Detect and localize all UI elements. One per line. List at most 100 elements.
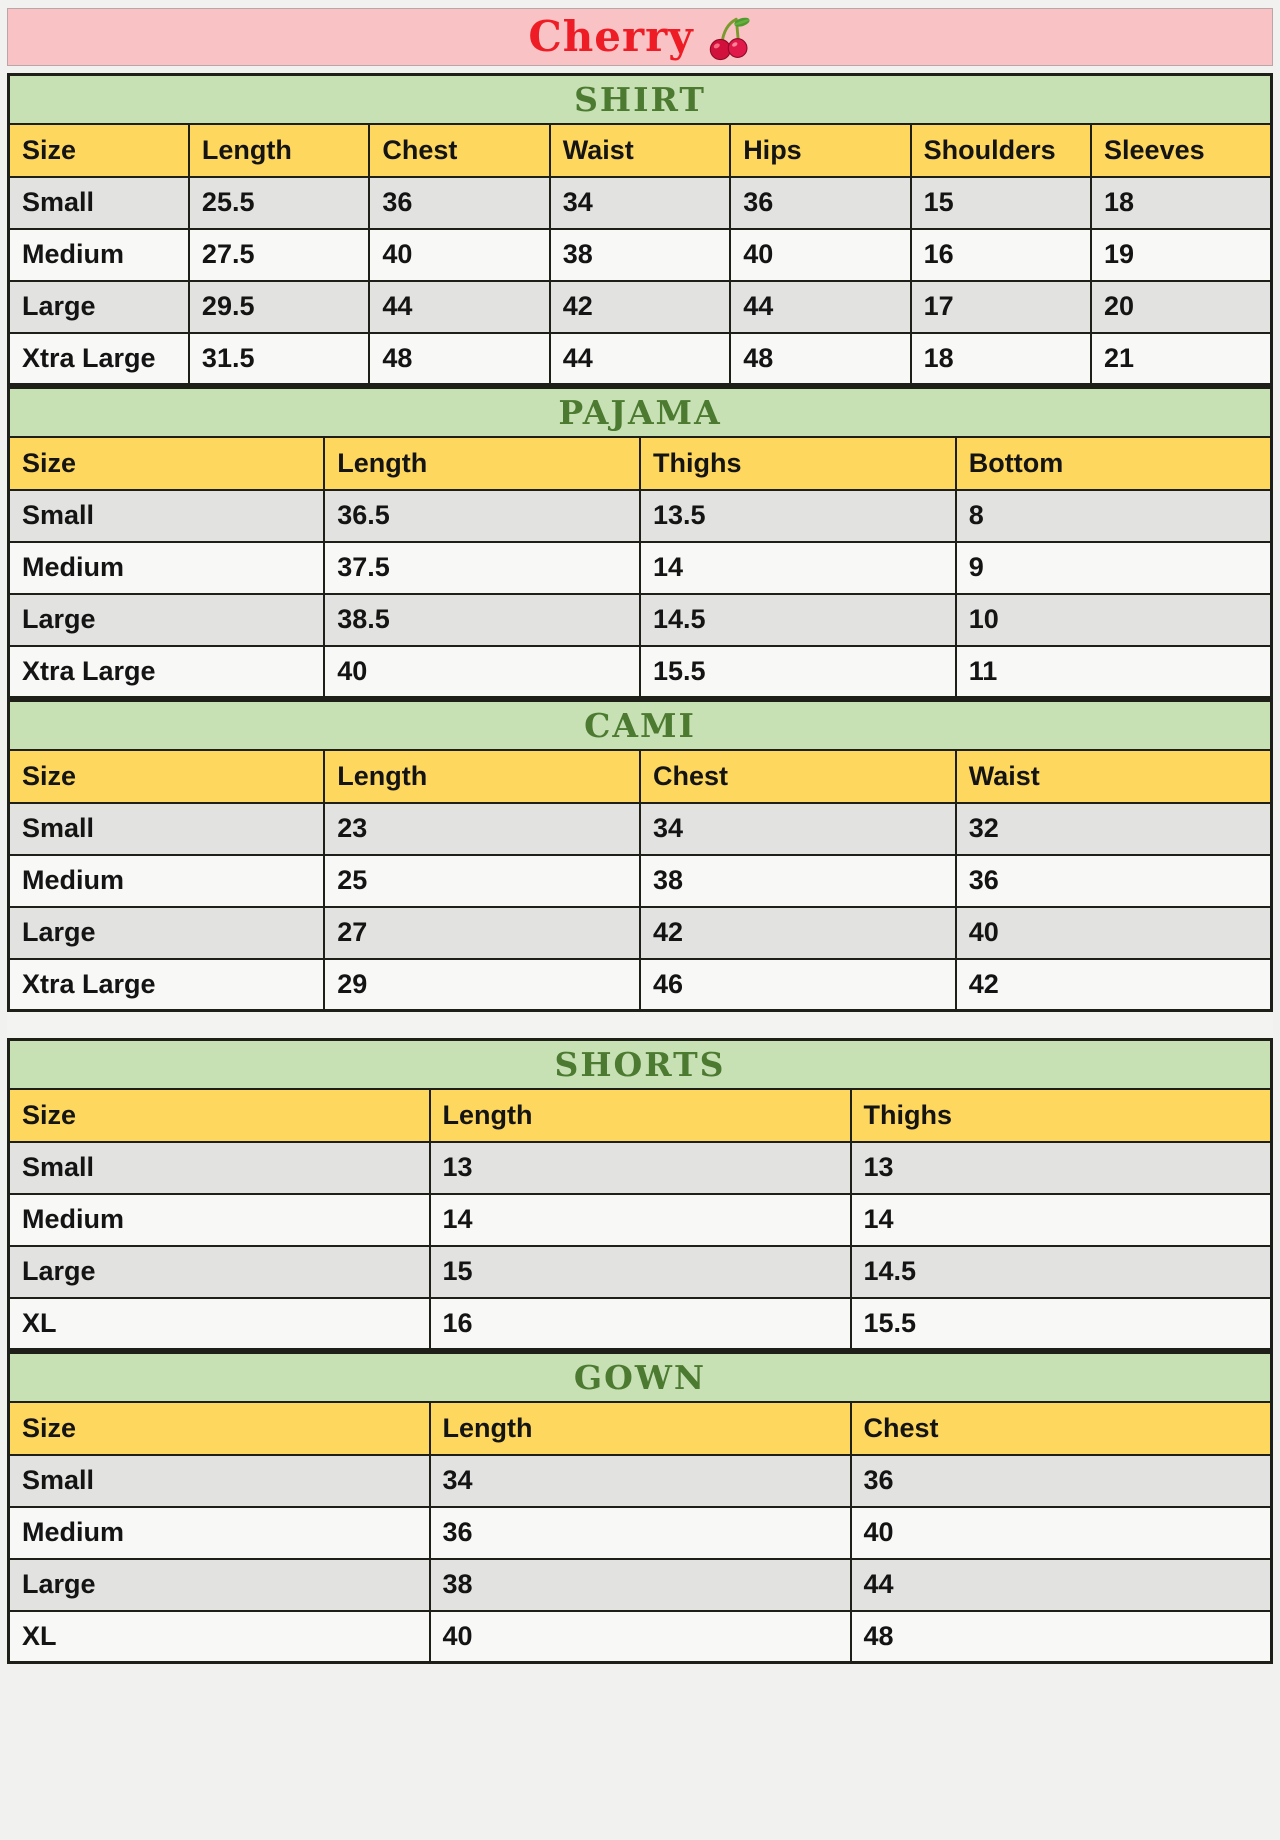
row-size-label: Large: [7, 1557, 431, 1612]
measurement-cell: 48: [368, 331, 551, 386]
table-row: XL 16 15.5: [7, 1296, 1273, 1351]
measurement-cell: 17: [909, 279, 1093, 334]
measurement-cell: 36: [849, 1453, 1273, 1508]
column-header: Length: [323, 748, 641, 804]
column-header: Thighs: [639, 435, 957, 491]
section-title: GOWN: [7, 1351, 1273, 1403]
measurement-cell: 20: [1090, 279, 1273, 334]
column-header: Chest: [849, 1400, 1273, 1456]
table-row: Medium 27.5 40 38 40 16 19: [7, 227, 1273, 282]
measurement-cell: 18: [909, 331, 1093, 386]
measurement-cell: 40: [428, 1609, 852, 1664]
row-size-label: Small: [7, 1140, 431, 1195]
table-row: Small 25.5 36 34 36 15 18: [7, 175, 1273, 230]
table-row: Small 23 34 32: [7, 801, 1273, 856]
measurement-cell: 25: [323, 853, 641, 908]
measurement-cell: 15.5: [849, 1296, 1273, 1351]
column-header: Thighs: [849, 1087, 1273, 1143]
page-title: Cherry: [528, 12, 694, 61]
column-header: Hips: [729, 122, 912, 178]
column-header: Length: [428, 1400, 852, 1456]
measurement-cell: 38: [428, 1557, 852, 1612]
table-row: Xtra Large 40 15.5 11: [7, 644, 1273, 699]
table-row: Large 29.5 44 42 44 17 20: [7, 279, 1273, 334]
measurement-cell: 48: [729, 331, 912, 386]
table-row: Large 27 42 40: [7, 905, 1273, 960]
measurement-cell: 36: [428, 1505, 852, 1560]
row-size-label: Small: [7, 1453, 431, 1508]
size-table-shirt: SHIRT Size Length Chest Waist Hips Shoulders Sl…: [7, 73, 1273, 386]
row-size-label: Large: [7, 905, 326, 960]
table-row: Large 38.5 14.5 10: [7, 592, 1273, 647]
measurement-cell: 48: [849, 1609, 1273, 1664]
table-row: Large 38 44: [7, 1557, 1273, 1612]
measurement-cell: 31.5: [187, 331, 371, 386]
measurement-cell: 46: [639, 957, 957, 1012]
measurement-cell: 34: [548, 175, 732, 230]
table-row: Xtra Large 29 46 42: [7, 957, 1273, 1012]
measurement-cell: 38: [548, 227, 732, 282]
measurement-cell: 40: [323, 644, 641, 699]
table-row: Medium 25 38 36: [7, 853, 1273, 908]
column-header: Size: [7, 122, 190, 178]
row-size-label: Xtra Large: [7, 331, 190, 386]
table-row: Medium 36 40: [7, 1505, 1273, 1560]
table-row: Small 36.5 13.5 8: [7, 488, 1273, 543]
measurement-cell: 36: [729, 175, 912, 230]
table-row: Xtra Large 31.5 48 44 48 18 21: [7, 331, 1273, 386]
column-header: Length: [323, 435, 641, 491]
section-title: CAMI: [7, 699, 1273, 751]
row-size-label: Small: [7, 488, 326, 543]
measurement-cell: 40: [954, 905, 1273, 960]
row-size-label: Small: [7, 175, 190, 230]
table-row: Small 13 13: [7, 1140, 1273, 1195]
row-size-label: Medium: [7, 540, 326, 595]
measurement-cell: 40: [849, 1505, 1273, 1560]
measurement-cell: 9: [954, 540, 1273, 595]
measurement-cell: 13: [428, 1140, 852, 1195]
measurement-cell: 44: [849, 1557, 1273, 1612]
column-header: Length: [187, 122, 371, 178]
measurement-cell: 16: [909, 227, 1093, 282]
row-size-label: Medium: [7, 853, 326, 908]
measurement-cell: 38.5: [323, 592, 641, 647]
column-header: Shoulders: [909, 122, 1093, 178]
measurement-cell: 18: [1090, 175, 1273, 230]
column-header: Size: [7, 748, 326, 804]
column-header: Chest: [368, 122, 551, 178]
measurement-cell: 15.5: [639, 644, 957, 699]
measurement-cell: 34: [639, 801, 957, 856]
row-size-label: Medium: [7, 227, 190, 282]
measurement-cell: 15: [909, 175, 1093, 230]
table-row: Medium 37.5 14 9: [7, 540, 1273, 595]
measurement-cell: 44: [368, 279, 551, 334]
row-size-label: Medium: [7, 1192, 431, 1247]
measurement-cell: 14.5: [849, 1244, 1273, 1299]
measurement-cell: 27.5: [187, 227, 371, 282]
measurement-cell: 29.5: [187, 279, 371, 334]
size-table-pajama: PAJAMA Size Length Thighs Bottom Small 36.5 13.…: [7, 386, 1273, 699]
measurement-cell: 42: [548, 279, 732, 334]
column-header: Sleeves: [1090, 122, 1273, 178]
column-header: Size: [7, 435, 326, 491]
column-header: Waist: [954, 748, 1273, 804]
column-header: Bottom: [954, 435, 1273, 491]
size-table-gown: GOWN Size Length Chest Small 34 36 Medium 36 40 La…: [7, 1351, 1273, 1664]
measurement-cell: 15: [428, 1244, 852, 1299]
measurement-cell: 36.5: [323, 488, 641, 543]
measurement-cell: 44: [729, 279, 912, 334]
measurement-cell: 42: [954, 957, 1273, 1012]
measurement-cell: 44: [548, 331, 732, 386]
measurement-cell: 8: [954, 488, 1273, 543]
measurement-cell: 32: [954, 801, 1273, 856]
column-header: Size: [7, 1087, 431, 1143]
measurement-cell: 16: [428, 1296, 852, 1351]
column-header: Length: [428, 1087, 852, 1143]
measurement-cell: 21: [1090, 331, 1273, 386]
measurement-cell: 36: [368, 175, 551, 230]
section-title: SHIRT: [7, 73, 1273, 125]
measurement-cell: 13: [849, 1140, 1273, 1195]
section-title: SHORTS: [7, 1038, 1273, 1090]
measurement-cell: 23: [323, 801, 641, 856]
row-size-label: Large: [7, 592, 326, 647]
